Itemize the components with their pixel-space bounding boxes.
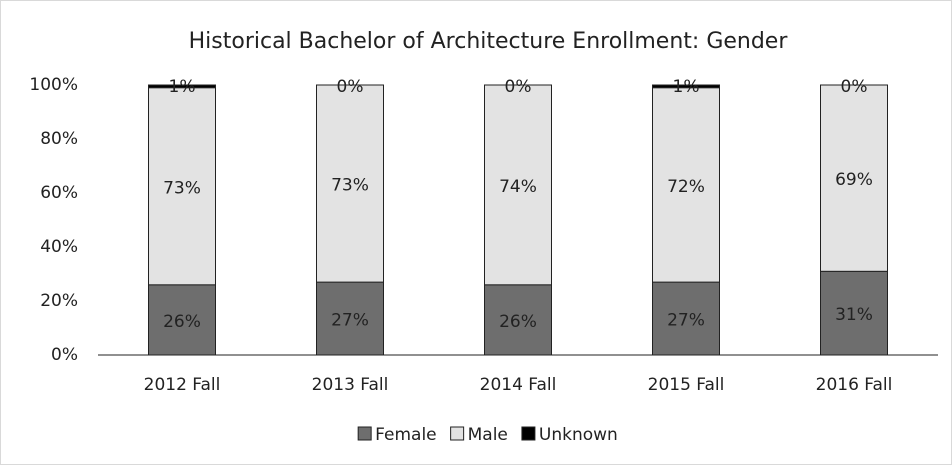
- chart-title: Historical Bachelor of Architecture Enro…: [189, 29, 789, 54]
- data-label: 73%: [331, 176, 369, 196]
- data-label: 1%: [169, 77, 196, 97]
- y-tick-label: 80%: [40, 129, 78, 149]
- data-label: 1%: [673, 77, 700, 97]
- y-tick-label: 20%: [40, 291, 78, 311]
- bar-segment: [484, 284, 552, 356]
- bar-segment: [652, 281, 720, 356]
- y-tick-label: 100%: [29, 75, 78, 95]
- bar-segment: [820, 84, 888, 272]
- data-label: 26%: [499, 312, 537, 332]
- bar-segment: [652, 84, 720, 89]
- x-tick-label: 2016 Fall: [816, 375, 893, 395]
- bar-segment: [316, 281, 384, 356]
- x-tick-label: 2015 Fall: [648, 375, 725, 395]
- bar-segment: [652, 87, 720, 283]
- data-label: 72%: [667, 177, 705, 197]
- bar-segment: [484, 84, 552, 286]
- y-tick-label: 40%: [40, 237, 78, 257]
- bar-segment: [820, 270, 888, 356]
- data-label: 31%: [835, 305, 873, 325]
- data-label: 0%: [841, 77, 868, 97]
- data-label: 27%: [667, 311, 705, 331]
- legend-swatch: [450, 426, 465, 441]
- x-tick-label: 2012 Fall: [144, 375, 221, 395]
- x-tick-label: 2013 Fall: [312, 375, 389, 395]
- legend-label: Unknown: [539, 425, 618, 445]
- data-label: 27%: [331, 311, 369, 331]
- bar-segment: [148, 84, 216, 89]
- legend-label: Female: [375, 425, 436, 445]
- data-label: 73%: [163, 178, 201, 198]
- data-label: 69%: [835, 170, 873, 190]
- y-tick-label: 0%: [51, 345, 78, 365]
- x-tick-label: 2014 Fall: [480, 375, 557, 395]
- data-label: 0%: [337, 77, 364, 97]
- legend-label: Male: [468, 425, 508, 445]
- legend-swatch: [521, 426, 536, 441]
- bar-segment: [316, 84, 384, 283]
- bar-segment: [148, 284, 216, 356]
- data-label: 74%: [499, 177, 537, 197]
- data-label: 26%: [163, 312, 201, 332]
- legend-swatch: [357, 426, 372, 441]
- data-label: 0%: [505, 77, 532, 97]
- y-tick-label: 60%: [40, 183, 78, 203]
